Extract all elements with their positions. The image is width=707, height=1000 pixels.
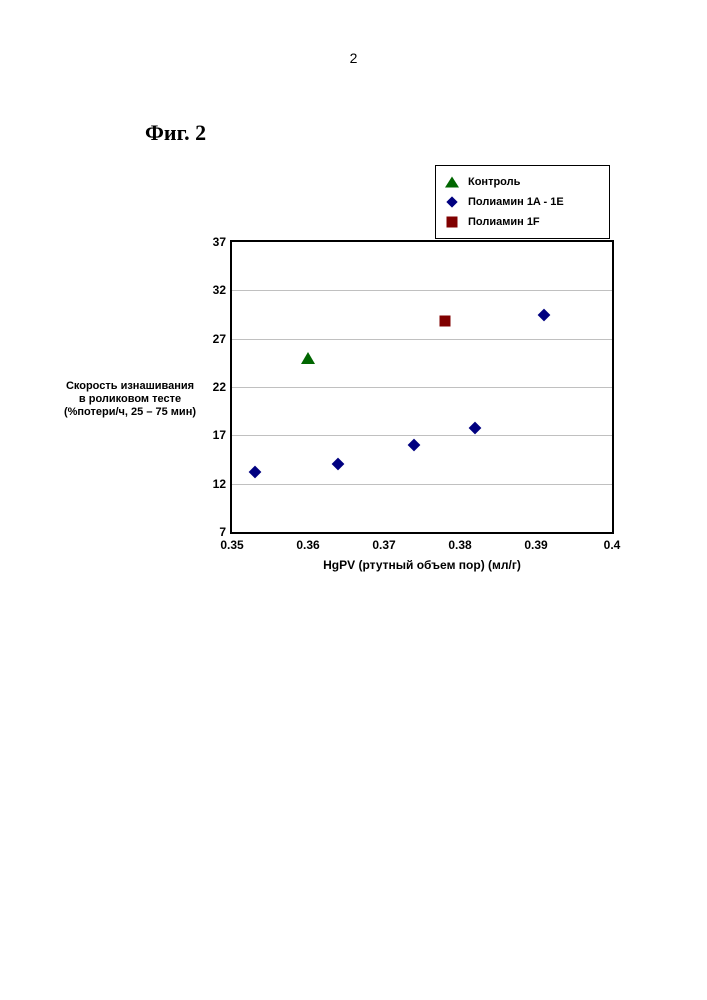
legend-label: Полиамин 1F xyxy=(468,216,540,228)
legend: Контроль Полиамин 1A - 1E Полиамин 1F xyxy=(435,165,610,239)
data-point xyxy=(250,468,259,477)
gridline xyxy=(232,484,612,485)
data-point xyxy=(410,441,419,450)
scatter-chart: Контроль Полиамин 1A - 1E Полиамин 1F HgPV… xyxy=(55,165,655,605)
y-tick-label: 22 xyxy=(213,380,226,394)
x-tick-label: 0.38 xyxy=(448,538,471,552)
page-number: 2 xyxy=(350,50,358,66)
gridline xyxy=(232,387,612,388)
x-tick-label: 0.4 xyxy=(604,538,621,552)
diamond-icon xyxy=(444,194,460,210)
plot-area: HgPV (ртутный объем пор) (мл/г) 71217222… xyxy=(230,240,614,534)
y-tick-label: 27 xyxy=(213,332,226,346)
triangle-icon xyxy=(444,174,460,190)
y-axis-title-line: (%потери/ч, 25 – 75 мин) xyxy=(55,406,205,419)
legend-item: Полиамин 1F xyxy=(444,212,601,232)
x-tick-label: 0.39 xyxy=(524,538,547,552)
y-axis-title-line: в роликовом тесте xyxy=(55,393,205,406)
y-tick-label: 7 xyxy=(219,525,226,539)
figure-title: Фиг. 2 xyxy=(145,120,206,146)
data-point xyxy=(539,310,548,319)
page: 2 Фиг. 2 Контроль Полиамин 1A - 1E Полиами… xyxy=(0,0,707,1000)
x-tick-label: 0.35 xyxy=(220,538,243,552)
legend-label: Контроль xyxy=(468,176,520,188)
data-point xyxy=(439,316,450,327)
y-tick-label: 12 xyxy=(213,477,226,491)
gridline xyxy=(232,290,612,291)
gridline xyxy=(232,339,612,340)
y-tick-label: 17 xyxy=(213,428,226,442)
data-point xyxy=(334,460,343,469)
legend-item: Полиамин 1A - 1E xyxy=(444,192,601,212)
x-tick-label: 0.36 xyxy=(296,538,319,552)
data-point xyxy=(301,352,315,364)
gridline xyxy=(232,435,612,436)
y-tick-label: 37 xyxy=(213,235,226,249)
data-point xyxy=(471,423,480,432)
y-axis-title-line: Скорость изнашивания xyxy=(55,380,205,393)
legend-label: Полиамин 1A - 1E xyxy=(468,196,564,208)
square-icon xyxy=(444,214,460,230)
y-axis-title: Скорость изнашиванияв роликовом тесте(%п… xyxy=(55,380,205,420)
legend-item: Контроль xyxy=(444,172,601,192)
x-axis-title: HgPV (ртутный объем пор) (мл/г) xyxy=(323,558,521,572)
y-tick-label: 32 xyxy=(213,283,226,297)
x-tick-label: 0.37 xyxy=(372,538,395,552)
